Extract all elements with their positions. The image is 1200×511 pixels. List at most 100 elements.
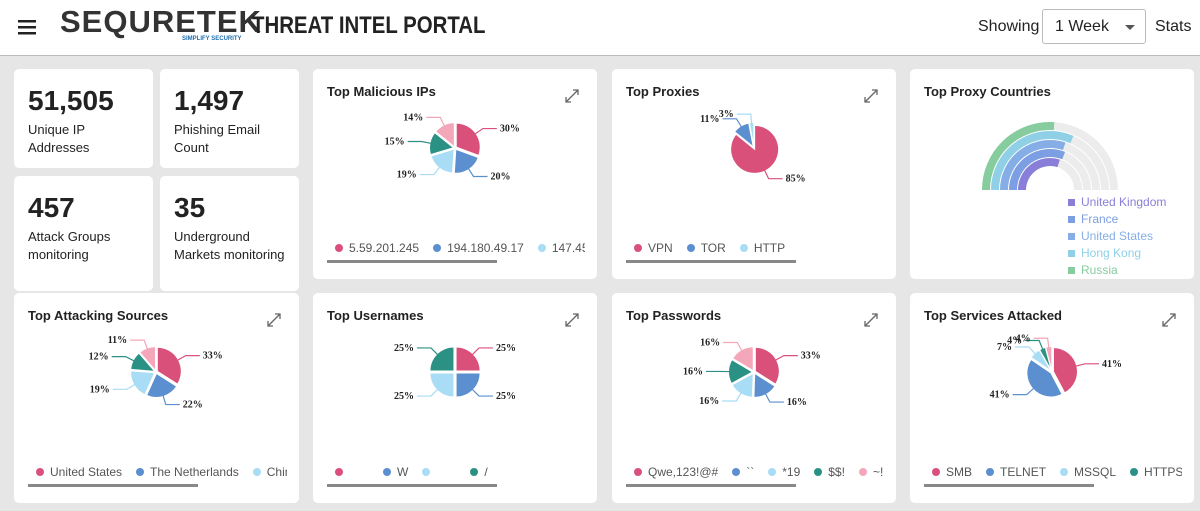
period-select[interactable]: 1 Week xyxy=(1042,9,1146,44)
stat-label: Phishing Email Count xyxy=(174,122,260,155)
slice-label: 41% xyxy=(990,390,1010,401)
legend: Qwe,123!@# `` *19 $$! ~!@ xyxy=(634,465,884,479)
panel-chart: 85% 11% 3% xyxy=(700,109,806,185)
panel-chart: 30% 20% 19% 15% 14% xyxy=(385,112,520,182)
legend-item: The Netherlands xyxy=(136,465,239,479)
panel-chart: 33% 16% 16% 16% 16% xyxy=(683,337,821,408)
legend-dot xyxy=(932,468,940,476)
legend-item: W xyxy=(383,465,408,479)
radial-bar xyxy=(1018,158,1060,191)
expand-arrows xyxy=(1162,313,1176,327)
legend-item: Qwe,123!@# xyxy=(634,465,718,479)
slice-label: 12% xyxy=(89,352,109,363)
legend-item: $$! xyxy=(814,465,845,479)
legend-dot xyxy=(335,244,343,252)
slice-label: 4% xyxy=(1016,333,1031,344)
leader-line xyxy=(1012,384,1038,396)
expand-icon[interactable] xyxy=(1162,313,1176,327)
legend-text: SMB xyxy=(946,465,973,479)
leader-line xyxy=(762,389,784,403)
legend-dot xyxy=(634,468,642,476)
leader-line xyxy=(1071,363,1100,368)
stat-card: 35 Underground Markets monitoring xyxy=(160,176,299,291)
legend-item: United States xyxy=(1068,229,1153,243)
stat-label: Underground Markets monitoring xyxy=(174,229,285,262)
leader-line xyxy=(130,339,150,354)
legend-dot xyxy=(686,244,695,252)
expand-icon[interactable] xyxy=(864,89,878,103)
panel-title: Top Usernames xyxy=(327,308,424,323)
legend-text: Qwe,123!@# xyxy=(648,465,719,479)
expand-icon[interactable] xyxy=(864,313,878,327)
legend-text: / xyxy=(484,465,488,479)
legend-item: MSSQL xyxy=(1060,465,1116,479)
scrollbar xyxy=(626,484,796,487)
slice-label: 19% xyxy=(397,170,417,181)
radial-bar xyxy=(991,131,1074,191)
panel-chart: 25% 25% 25% 25% xyxy=(394,343,516,402)
slice-label: 16% xyxy=(787,397,807,408)
slice-label: 25% xyxy=(496,343,516,354)
legend-item: Hong Kong xyxy=(1068,246,1141,260)
radial-bar xyxy=(1009,149,1066,191)
stat-label: Unique IP Addresses xyxy=(28,122,90,155)
legend-text: United States xyxy=(50,465,123,479)
legend-text: $$! xyxy=(828,465,845,479)
panel-title: Top Services Attacked xyxy=(924,308,1062,323)
slice-label: 25% xyxy=(496,391,516,402)
slice-label: 19% xyxy=(90,384,110,395)
legend-text: VPN xyxy=(648,241,673,255)
legend-text: W xyxy=(397,465,409,479)
scrollbar xyxy=(626,260,796,263)
expand-icon[interactable] xyxy=(565,313,579,327)
legend-dot xyxy=(470,468,479,476)
legend: W / xyxy=(335,465,585,479)
menu-icon[interactable] xyxy=(18,18,48,38)
radial-bar xyxy=(1000,140,1066,191)
legend-item: China xyxy=(252,465,287,479)
legend-text: 194.180.49.17 xyxy=(447,241,524,255)
leader-line xyxy=(722,388,745,402)
panel: Top Proxies 85% 11% 3% VPN TOR HTTP xyxy=(612,69,896,279)
leader-line xyxy=(426,116,447,131)
panel: Top Services Attacked 41% 41% 7% 4% 4% SMB TELN… xyxy=(910,293,1194,503)
legend-swatch xyxy=(1068,249,1075,257)
logo: SEQURETEK xyxy=(60,4,262,39)
slice-label: 22% xyxy=(183,400,203,411)
stat-value: 1,497 xyxy=(174,85,245,116)
scrollbar xyxy=(924,484,1094,487)
panel: Top Passwords 33% 16% 16% 16% 16% Qwe,123!@# ``… xyxy=(612,293,896,503)
panel-title: Top Proxies xyxy=(626,84,700,99)
panel-title: Top Attacking Sources xyxy=(28,308,169,323)
slice-label: 14% xyxy=(403,112,423,123)
slice-label: 33% xyxy=(801,351,821,362)
legend-item xyxy=(335,465,369,479)
slice-label: 25% xyxy=(394,343,414,354)
slice-label: 16% xyxy=(700,337,720,348)
period-value: 1 Week xyxy=(1055,18,1109,35)
leader-line xyxy=(1025,339,1045,354)
legend-dot xyxy=(383,468,391,476)
leader-line xyxy=(468,385,494,397)
header: SEQURETEK SIMPLIFY SECURITY THREAT INTEL… xyxy=(0,0,1200,56)
stat-card: 457 Attack Groups monitoring xyxy=(14,176,153,291)
legend-item: VPN xyxy=(634,241,673,255)
legend-item: 5.59.201.245 xyxy=(335,241,419,255)
legend-text: HTTP xyxy=(753,241,786,255)
expand-arrows xyxy=(565,313,579,327)
expand-arrows xyxy=(864,313,878,327)
legend-swatch xyxy=(1068,198,1075,206)
legend-swatch xyxy=(1068,215,1075,223)
legend-dot xyxy=(768,468,777,476)
stat-card: 51,505 Unique IP Addresses xyxy=(14,69,153,168)
expand-icon[interactable] xyxy=(565,89,579,103)
legend-item: United States xyxy=(36,465,122,479)
portal-title: THREAT INTEL PORTAL xyxy=(252,12,486,39)
expand-icon[interactable] xyxy=(267,313,281,327)
scrollbar xyxy=(327,484,497,487)
legend-item: TOR xyxy=(686,241,726,255)
legend-text: MSSQL xyxy=(1074,465,1117,479)
legend: VPN TOR HTTP xyxy=(634,241,884,255)
legend-text: Russia xyxy=(1081,263,1118,277)
